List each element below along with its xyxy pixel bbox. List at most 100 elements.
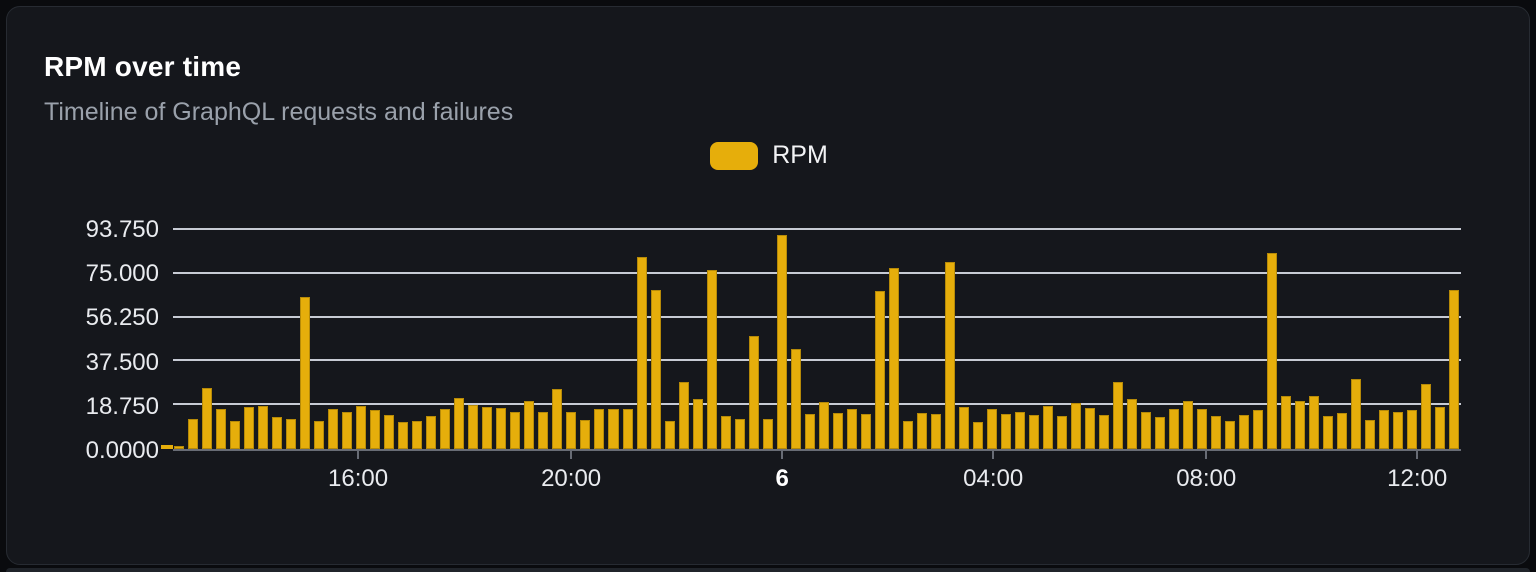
bar[interactable]: [790, 348, 801, 449]
legend-item-rpm[interactable]: RPM: [710, 141, 828, 170]
bar[interactable]: [188, 418, 199, 449]
bar[interactable]: [762, 418, 773, 449]
bar[interactable]: [734, 418, 745, 449]
bar[interactable]: [412, 420, 423, 449]
bar[interactable]: [874, 291, 885, 449]
bar[interactable]: [496, 408, 507, 449]
bar[interactable]: [426, 416, 437, 449]
bar[interactable]: [230, 420, 241, 449]
bar[interactable]: [664, 420, 675, 449]
bar[interactable]: [1014, 411, 1025, 449]
bar[interactable]: [818, 402, 829, 449]
bar[interactable]: [1323, 416, 1334, 449]
bar[interactable]: [1028, 415, 1039, 449]
bar[interactable]: [552, 389, 563, 449]
bar[interactable]: [482, 406, 493, 449]
bar[interactable]: [216, 409, 227, 449]
bar[interactable]: [328, 409, 339, 449]
bar[interactable]: [1351, 378, 1362, 449]
bar[interactable]: [580, 419, 591, 449]
bar[interactable]: [720, 416, 731, 449]
bar[interactable]: [1085, 408, 1096, 449]
bar[interactable]: [1365, 419, 1376, 449]
x-axis-label: 04:00: [963, 465, 1024, 492]
bar[interactable]: [1155, 417, 1166, 449]
bar[interactable]: [370, 410, 381, 449]
bar[interactable]: [706, 270, 717, 449]
bar[interactable]: [1253, 410, 1264, 449]
bar[interactable]: [1239, 415, 1250, 449]
bar[interactable]: [538, 411, 549, 449]
bar[interactable]: [440, 409, 451, 449]
bar[interactable]: [832, 412, 843, 449]
bars: [173, 230, 1461, 449]
bar[interactable]: [1281, 396, 1292, 449]
bar[interactable]: [930, 413, 941, 449]
bar[interactable]: [972, 422, 983, 449]
bar[interactable]: [566, 411, 577, 449]
bar[interactable]: [594, 409, 605, 449]
bar[interactable]: [1211, 416, 1222, 449]
bar[interactable]: [384, 415, 395, 449]
bar[interactable]: [1000, 413, 1011, 449]
bar[interactable]: [1295, 401, 1306, 449]
bar[interactable]: [1309, 396, 1320, 449]
bar[interactable]: [888, 267, 899, 449]
gridline: [173, 359, 1461, 362]
bar[interactable]: [468, 404, 479, 449]
bar[interactable]: [314, 420, 325, 449]
bar[interactable]: [1127, 398, 1138, 449]
bar[interactable]: [902, 420, 913, 449]
bar[interactable]: [258, 405, 269, 449]
bar[interactable]: [1225, 420, 1236, 449]
bar[interactable]: [944, 262, 955, 449]
x-axis-label: 6: [775, 465, 789, 492]
bar[interactable]: [608, 409, 619, 449]
bar[interactable]: [1141, 411, 1152, 449]
bar[interactable]: [202, 388, 213, 449]
bar[interactable]: [846, 409, 857, 449]
bar[interactable]: [1407, 410, 1418, 449]
bar[interactable]: [1169, 409, 1180, 449]
bar[interactable]: [986, 409, 997, 449]
bar[interactable]: [510, 411, 521, 449]
bar[interactable]: [1071, 403, 1082, 449]
bar[interactable]: [1421, 383, 1432, 449]
clipped-first-bar[interactable]: [161, 445, 173, 449]
bar[interactable]: [692, 398, 703, 449]
bar[interactable]: [804, 413, 815, 449]
bar[interactable]: [1099, 415, 1110, 449]
bar[interactable]: [524, 401, 535, 449]
bar[interactable]: [636, 257, 647, 449]
bar[interactable]: [622, 409, 633, 449]
bar[interactable]: [1042, 405, 1053, 449]
bar[interactable]: [1449, 290, 1460, 449]
bar[interactable]: [244, 406, 255, 449]
bar[interactable]: [1435, 406, 1446, 449]
bar[interactable]: [286, 418, 297, 449]
bar[interactable]: [1113, 382, 1124, 449]
bar[interactable]: [958, 406, 969, 449]
bar[interactable]: [1267, 252, 1278, 449]
bar[interactable]: [678, 382, 689, 449]
bar[interactable]: [860, 413, 871, 449]
bar[interactable]: [1056, 416, 1067, 449]
bar[interactable]: [748, 335, 759, 449]
bar[interactable]: [1337, 412, 1348, 449]
bar[interactable]: [300, 297, 311, 449]
bar[interactable]: [174, 445, 185, 449]
bar[interactable]: [1197, 409, 1208, 449]
bar[interactable]: [454, 397, 465, 449]
bar[interactable]: [342, 411, 353, 449]
bar[interactable]: [356, 405, 367, 449]
bar[interactable]: [1183, 401, 1194, 449]
bar[interactable]: [398, 422, 409, 449]
bar[interactable]: [272, 417, 283, 449]
bar[interactable]: [916, 412, 927, 449]
bar[interactable]: [1393, 411, 1404, 449]
bar[interactable]: [650, 290, 661, 449]
bar[interactable]: [776, 235, 787, 449]
page-title: RPM over time: [44, 51, 242, 82]
bar[interactable]: [1379, 410, 1390, 449]
